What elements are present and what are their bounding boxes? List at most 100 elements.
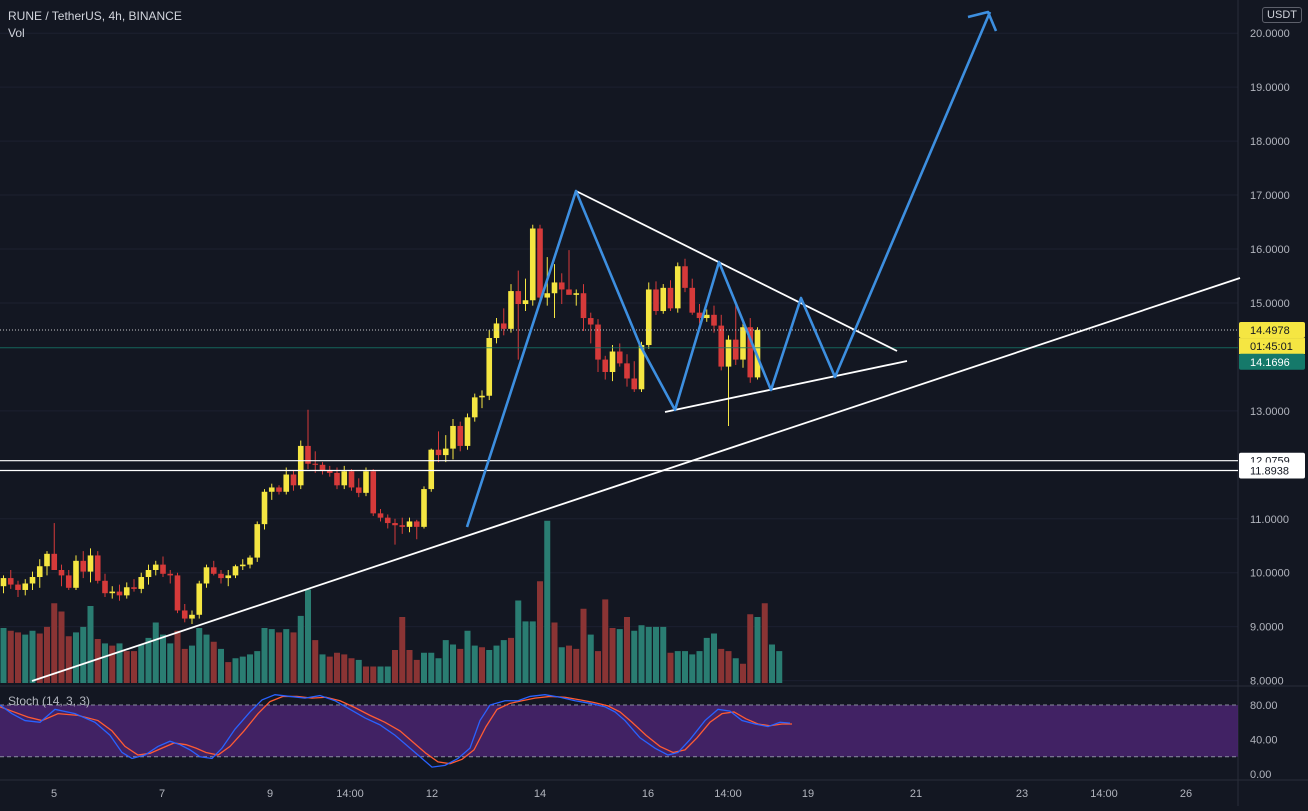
- candle-body: [87, 555, 94, 572]
- countdown-label: 01:45:01: [1250, 341, 1293, 353]
- candle-body: [355, 487, 362, 493]
- volume-bar: [515, 600, 522, 683]
- volume-bar: [711, 633, 717, 683]
- volume-bar: [747, 614, 754, 683]
- volume-bar: [406, 650, 413, 683]
- volume-bar: [160, 634, 166, 683]
- volume-bar: [667, 652, 674, 683]
- stoch-band: [0, 705, 1238, 757]
- candle-body: [718, 325, 725, 367]
- volume-bar: [80, 626, 87, 683]
- volume-bar: [189, 645, 195, 683]
- candle-body: [682, 266, 688, 288]
- volume-bar: [283, 629, 290, 683]
- volume-label: Vol: [8, 26, 25, 40]
- candle-body: [551, 282, 558, 294]
- candle-body: [196, 583, 203, 615]
- volume-bar: [348, 658, 355, 683]
- candle-body: [450, 425, 456, 449]
- volume-bar: [776, 651, 783, 683]
- volume-bar: [500, 640, 507, 683]
- candle-body: [210, 567, 217, 574]
- volume-bar: [7, 630, 14, 683]
- stoch-d-line: [0, 695, 792, 765]
- candle-body: [65, 575, 72, 588]
- candle-body: [399, 525, 406, 527]
- last-price-box: [1239, 353, 1305, 370]
- candle-body: [616, 351, 623, 364]
- candle-body: [500, 323, 507, 329]
- volume-bar: [638, 625, 645, 683]
- trend-line[interactable]: [31, 277, 1241, 682]
- volume-bar: [450, 644, 456, 683]
- volume-bar: [239, 656, 246, 683]
- candle-body: [268, 487, 275, 492]
- candle-body: [457, 425, 464, 446]
- candle-body: [94, 555, 101, 581]
- candle-body: [537, 228, 543, 298]
- volume-bar: [537, 581, 543, 683]
- candle-body: [7, 578, 14, 585]
- candle-body: [602, 359, 609, 373]
- candle-body: [406, 521, 413, 527]
- time-tick-label: 26: [1180, 788, 1192, 800]
- candle-body: [660, 287, 667, 312]
- candle-body: [363, 471, 369, 493]
- price-tick-label: 15.0000: [1250, 298, 1290, 310]
- volume-bar: [392, 650, 398, 683]
- candle-body: [218, 573, 224, 579]
- volume-bar: [645, 626, 652, 683]
- candle-body: [51, 553, 58, 571]
- price-tick-label: 8.0000: [1250, 676, 1284, 688]
- candle-body: [290, 474, 297, 486]
- trend-line[interactable]: [575, 190, 898, 352]
- currency-badge[interactable]: USDT: [1262, 7, 1302, 23]
- candle-body: [145, 570, 152, 578]
- volume-bar: [363, 666, 369, 683]
- time-tick-label: 21: [910, 788, 922, 800]
- volume-bar: [595, 651, 601, 683]
- candle-body: [152, 564, 159, 571]
- candle-body: [109, 591, 116, 594]
- volume-bar: [261, 628, 268, 683]
- volume-bar: [123, 651, 130, 683]
- volume-bar: [73, 632, 79, 683]
- volume-bar: [174, 630, 181, 683]
- candle-body: [276, 487, 282, 492]
- volume-bar: [102, 643, 108, 683]
- volume-bar: [131, 651, 137, 683]
- current-price-label: 14.4978: [1250, 325, 1290, 337]
- price-tick-label: 19.0000: [1250, 82, 1290, 94]
- candle-body: [392, 523, 398, 526]
- pattern-path[interactable]: [465, 11, 992, 528]
- volume-bar: [413, 659, 420, 683]
- candle-body: [384, 517, 391, 524]
- volume-bar: [0, 628, 7, 683]
- candle-body: [711, 314, 717, 326]
- volume-bar: [181, 648, 188, 683]
- candle-body: [486, 338, 493, 396]
- price-tick-label: 11.0000: [1250, 514, 1289, 526]
- candle-body: [247, 557, 253, 565]
- volume-bar: [254, 651, 261, 683]
- volume-bar: [566, 645, 572, 683]
- volume-bar: [203, 634, 210, 683]
- volume-bar: [587, 634, 594, 683]
- time-tick-label: 5: [51, 788, 57, 800]
- candle-body: [189, 614, 195, 619]
- time-tick-label: 16: [642, 788, 654, 800]
- candle-body: [653, 289, 659, 312]
- volume-bar: [297, 615, 304, 683]
- candle-body: [703, 314, 710, 319]
- candle-body: [609, 351, 616, 373]
- candle-body: [326, 470, 333, 473]
- volume-bar: [225, 662, 232, 683]
- price-tick-label: 18.0000: [1250, 136, 1290, 148]
- candle-body: [479, 395, 485, 398]
- trend-line[interactable]: [664, 360, 908, 413]
- volume-bar: [732, 658, 739, 683]
- volume-bar: [703, 637, 710, 683]
- last-price-label: 14.1696: [1250, 357, 1290, 369]
